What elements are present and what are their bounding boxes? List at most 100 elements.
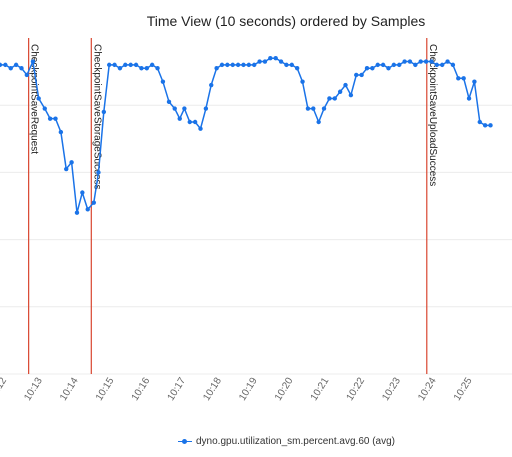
- data-point[interactable]: [262, 59, 268, 64]
- data-point[interactable]: [397, 62, 402, 68]
- data-point[interactable]: [101, 109, 107, 115]
- data-point[interactable]: [413, 62, 418, 68]
- data-point[interactable]: [58, 129, 64, 135]
- data-point[interactable]: [198, 126, 203, 131]
- data-point[interactable]: [252, 62, 257, 68]
- data-point[interactable]: [192, 119, 198, 125]
- data-point[interactable]: [19, 66, 24, 71]
- data-point[interactable]: [407, 59, 413, 64]
- data-point[interactable]: [13, 62, 19, 68]
- data-point[interactable]: [133, 62, 139, 68]
- data-point[interactable]: [461, 76, 466, 81]
- data-point[interactable]: [343, 82, 348, 88]
- data-point[interactable]: [30, 59, 36, 64]
- data-point[interactable]: [316, 119, 321, 125]
- data-point[interactable]: [300, 79, 305, 84]
- data-point[interactable]: [472, 79, 477, 84]
- data-point[interactable]: [386, 66, 391, 71]
- data-point[interactable]: [91, 200, 97, 205]
- data-point[interactable]: [391, 62, 397, 68]
- data-point[interactable]: [64, 166, 69, 172]
- data-point[interactable]: [182, 106, 187, 111]
- x-tick-label: 10:14: [58, 375, 81, 402]
- data-point[interactable]: [0, 62, 3, 68]
- data-point[interactable]: [225, 62, 230, 68]
- data-point[interactable]: [305, 106, 311, 111]
- data-point[interactable]: [380, 62, 386, 68]
- data-point[interactable]: [214, 66, 219, 71]
- data-point[interactable]: [123, 62, 128, 68]
- data-point[interactable]: [439, 62, 445, 68]
- data-point[interactable]: [85, 207, 90, 212]
- data-point[interactable]: [370, 66, 375, 71]
- data-point[interactable]: [466, 96, 472, 101]
- data-point[interactable]: [477, 119, 482, 125]
- data-point[interactable]: [278, 59, 284, 64]
- data-point[interactable]: [488, 123, 493, 128]
- data-point[interactable]: [423, 59, 429, 64]
- data-point[interactable]: [96, 170, 101, 175]
- event-label: CheckpointSaveUploadSuccess: [427, 44, 438, 186]
- data-point[interactable]: [112, 62, 117, 68]
- data-point[interactable]: [257, 59, 262, 64]
- data-point[interactable]: [128, 62, 133, 68]
- event-markers: CheckpointSaveRequest CheckpointSaveStora…: [28, 38, 438, 374]
- data-point[interactable]: [219, 62, 225, 68]
- data-point[interactable]: [418, 59, 423, 64]
- data-point[interactable]: [3, 62, 8, 68]
- data-point[interactable]: [47, 116, 53, 121]
- data-point[interactable]: [241, 62, 246, 68]
- data-point[interactable]: [450, 62, 456, 68]
- data-point[interactable]: [42, 106, 47, 111]
- data-point[interactable]: [332, 96, 337, 101]
- data-point[interactable]: [235, 62, 241, 68]
- data-point[interactable]: [327, 96, 332, 101]
- data-point[interactable]: [246, 62, 252, 68]
- x-tick-label: 10:25: [452, 375, 475, 402]
- data-point[interactable]: [69, 160, 74, 165]
- data-point[interactable]: [172, 106, 177, 111]
- data-point[interactable]: [289, 62, 295, 68]
- data-point[interactable]: [268, 55, 273, 61]
- data-point[interactable]: [8, 66, 13, 71]
- data-point[interactable]: [53, 116, 58, 121]
- data-point[interactable]: [337, 89, 343, 94]
- x-tick-label: 10:19: [237, 375, 260, 402]
- data-point[interactable]: [230, 62, 235, 68]
- data-point[interactable]: [429, 59, 434, 64]
- data-point[interactable]: [203, 106, 209, 111]
- data-point[interactable]: [284, 62, 289, 68]
- data-point[interactable]: [482, 123, 488, 128]
- data-point[interactable]: [117, 66, 123, 71]
- data-point[interactable]: [294, 66, 300, 71]
- data-point[interactable]: [166, 99, 172, 105]
- data-point[interactable]: [321, 106, 327, 111]
- data-point[interactable]: [80, 190, 85, 195]
- data-point[interactable]: [155, 66, 160, 71]
- data-point[interactable]: [348, 92, 354, 98]
- data-point[interactable]: [311, 106, 316, 111]
- data-point[interactable]: [107, 62, 112, 68]
- data-point[interactable]: [359, 72, 364, 78]
- data-point[interactable]: [445, 59, 450, 64]
- data-point[interactable]: [434, 62, 440, 68]
- data-point[interactable]: [149, 62, 155, 68]
- data-point[interactable]: [74, 210, 80, 215]
- data-point[interactable]: [144, 66, 149, 71]
- x-tick-label: 10:15: [94, 375, 117, 402]
- x-tick-label: 10:22: [345, 375, 368, 402]
- data-point[interactable]: [354, 72, 359, 78]
- data-point[interactable]: [177, 116, 182, 121]
- data-point[interactable]: [160, 79, 166, 84]
- data-point[interactable]: [456, 76, 461, 81]
- chart-legend[interactable]: dyno.gpu.utilization_sm.percent.avg.60 (…: [178, 436, 395, 447]
- data-point[interactable]: [36, 96, 41, 101]
- data-point[interactable]: [364, 66, 370, 71]
- data-point[interactable]: [375, 62, 380, 68]
- data-point[interactable]: [402, 59, 407, 64]
- data-point[interactable]: [273, 55, 278, 61]
- data-point[interactable]: [187, 119, 192, 125]
- data-point[interactable]: [209, 82, 214, 88]
- data-point[interactable]: [139, 66, 144, 71]
- data-point[interactable]: [24, 72, 30, 78]
